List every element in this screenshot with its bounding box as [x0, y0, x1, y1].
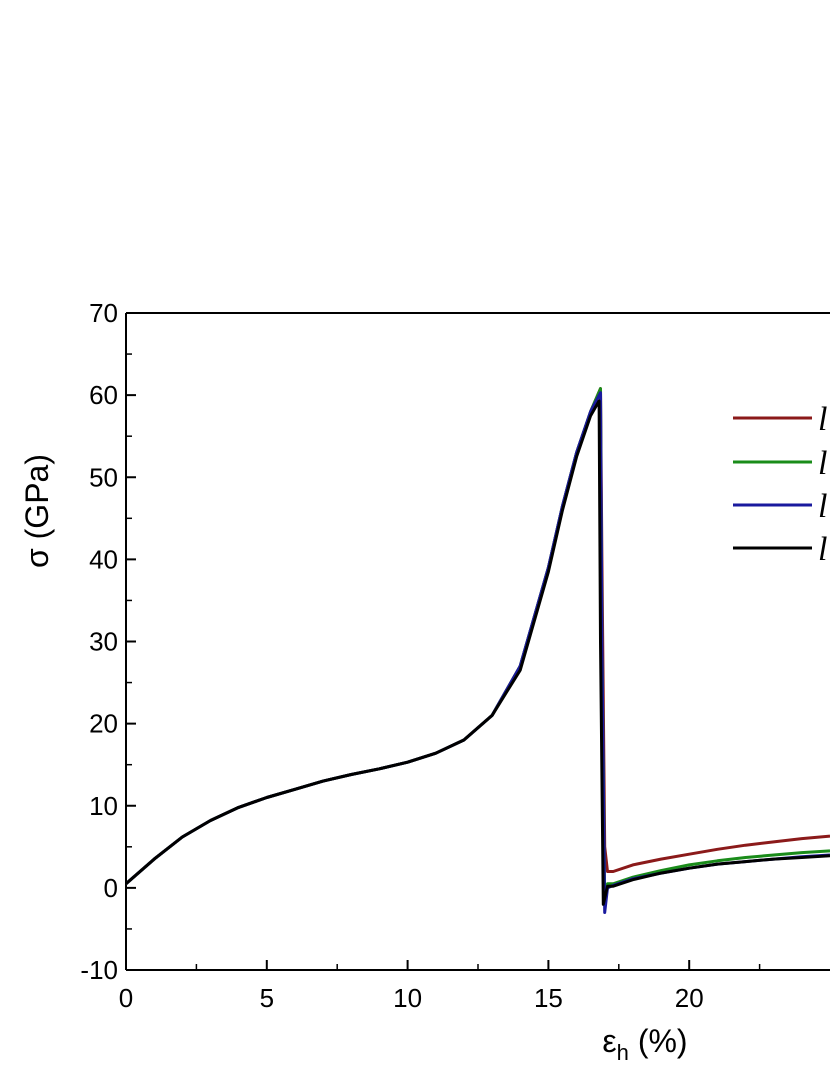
x-tick-label: 0	[119, 983, 133, 1013]
x-axis-title-sub: h	[617, 1040, 629, 1065]
series-line-4	[126, 399, 830, 906]
y-tick-label: 30	[89, 627, 118, 657]
y-tick-label: 20	[89, 709, 118, 739]
legend-label: l	[818, 401, 827, 438]
legend-label: l	[818, 488, 827, 525]
legend-label: l	[818, 445, 827, 482]
y-tick-label: 60	[89, 380, 118, 410]
x-tick-label: 5	[260, 983, 274, 1013]
x-axis-title: εh (%)	[602, 1023, 687, 1065]
x-tick-label: 15	[534, 983, 563, 1013]
y-tick-label: 0	[104, 873, 118, 903]
x-tick-label: 20	[675, 983, 704, 1013]
y-tick-label: 50	[89, 462, 118, 492]
y-axis-title: σ (GPa)	[19, 454, 55, 568]
y-tick-label: 10	[89, 791, 118, 821]
x-axis-title-rest: (%)	[629, 1023, 688, 1059]
series-line-2	[126, 387, 830, 902]
x-tick-label: 10	[393, 983, 422, 1013]
x-axis-title-main: ε	[602, 1023, 616, 1059]
series-lines	[126, 387, 830, 914]
legend-label: l	[818, 531, 827, 568]
y-tick-label: 40	[89, 544, 118, 574]
series-line-3	[126, 391, 830, 914]
y-tick-label: -10	[80, 955, 118, 985]
y-tick-label: 70	[89, 298, 118, 328]
